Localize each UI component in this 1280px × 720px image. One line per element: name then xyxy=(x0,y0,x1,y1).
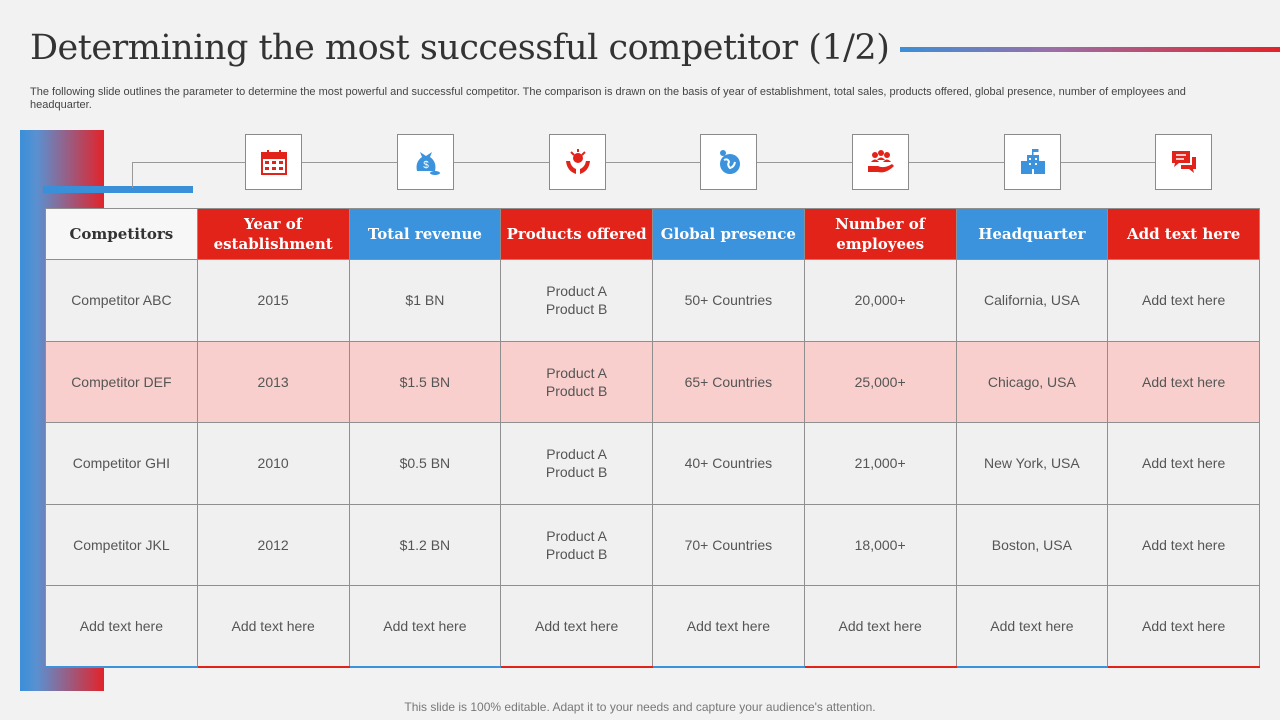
cell-headquarter: Chicago, USA xyxy=(955,340,1109,424)
cell-products: Product A Product B xyxy=(500,503,653,587)
header-revenue: Total revenue xyxy=(348,208,502,260)
cell-competitor: Competitor JKL xyxy=(45,503,198,587)
cell-extra: Add text here xyxy=(1107,585,1260,669)
cell-year: 2015 xyxy=(196,259,350,342)
cell-revenue: $1.2 BN xyxy=(348,503,502,587)
building-icon xyxy=(1004,134,1061,190)
table-row: Competitor DEF 2013 $1.5 BN Product A Pr… xyxy=(45,340,1260,424)
table-header-row: Competitors Year of establishment Total … xyxy=(45,208,1260,260)
cell-competitor: Competitor GHI xyxy=(45,422,198,505)
title-accent-line xyxy=(900,47,1280,52)
team-hand-icon xyxy=(852,134,909,190)
cell-extra: Add text here xyxy=(1107,259,1260,342)
header-add-text: Add text here xyxy=(1107,208,1260,260)
table-row: Competitor JKL 2012 $1.2 BN Product A Pr… xyxy=(45,503,1260,587)
blue-accent-line xyxy=(43,186,193,193)
cell-competitor: Competitor ABC xyxy=(45,259,198,342)
globe-person-icon xyxy=(700,134,757,190)
cell-revenue: $1.5 BN xyxy=(348,340,502,424)
cell-headquarter: Add text here xyxy=(955,585,1109,669)
cell-year: Add text here xyxy=(196,585,350,669)
cell-presence: 50+ Countries xyxy=(652,259,805,342)
cell-presence: Add text here xyxy=(652,585,805,669)
cell-extra: Add text here xyxy=(1107,422,1260,505)
hands-product-icon xyxy=(549,134,606,190)
cell-products: Add text here xyxy=(500,585,653,669)
table-row: Competitor GHI 2010 $0.5 BN Product A Pr… xyxy=(45,422,1260,505)
cell-products: Product A Product B xyxy=(500,340,653,424)
cell-competitor: Competitor DEF xyxy=(45,340,198,424)
cell-headquarter: New York, USA xyxy=(955,422,1109,505)
header-headquarter: Headquarter xyxy=(955,208,1109,260)
cell-extra: Add text here xyxy=(1107,503,1260,587)
cell-year: 2013 xyxy=(196,340,350,424)
connector-vertical xyxy=(132,162,133,188)
header-employees: Number of employees xyxy=(803,208,957,260)
header-products: Products offered xyxy=(500,208,653,260)
cell-employees: 18,000+ xyxy=(803,503,957,587)
cell-year: 2010 xyxy=(196,422,350,505)
cell-products: Product A Product B xyxy=(500,259,653,342)
cell-headquarter: Boston, USA xyxy=(955,503,1109,587)
cell-year: 2012 xyxy=(196,503,350,587)
connector-horizontal xyxy=(132,162,1182,163)
header-year: Year of establishment xyxy=(196,208,350,260)
footer-note: This slide is 100% editable. Adapt it to… xyxy=(404,700,876,714)
money-bag-icon: $ xyxy=(397,134,454,190)
table-row: Add text here Add text here Add text her… xyxy=(45,585,1260,669)
cell-extra: Add text here xyxy=(1107,340,1260,424)
cell-employees: Add text here xyxy=(803,585,957,669)
page-subtitle: The following slide outlines the paramet… xyxy=(30,86,1186,111)
cell-presence: 70+ Countries xyxy=(652,503,805,587)
header-competitors: Competitors xyxy=(45,208,198,260)
chat-icon xyxy=(1155,134,1212,190)
cell-employees: 20,000+ xyxy=(803,259,957,342)
calendar-icon xyxy=(245,134,302,190)
header-presence: Global presence xyxy=(652,208,805,260)
cell-employees: 25,000+ xyxy=(803,340,957,424)
cell-revenue: Add text here xyxy=(348,585,502,669)
page-title: Determining the most successful competit… xyxy=(30,28,890,68)
table-row: Competitor ABC 2015 $1 BN Product A Prod… xyxy=(45,259,1260,342)
cell-revenue: $0.5 BN xyxy=(348,422,502,505)
competitor-table: Competitors Year of establishment Total … xyxy=(45,208,1260,669)
cell-presence: 65+ Countries xyxy=(652,340,805,424)
cell-revenue: $1 BN xyxy=(348,259,502,342)
cell-employees: 21,000+ xyxy=(803,422,957,505)
cell-competitor: Add text here xyxy=(45,585,198,669)
cell-presence: 40+ Countries xyxy=(652,422,805,505)
cell-headquarter: California, USA xyxy=(955,259,1109,342)
svg-text:$: $ xyxy=(423,160,429,171)
cell-products: Product A Product B xyxy=(500,422,653,505)
